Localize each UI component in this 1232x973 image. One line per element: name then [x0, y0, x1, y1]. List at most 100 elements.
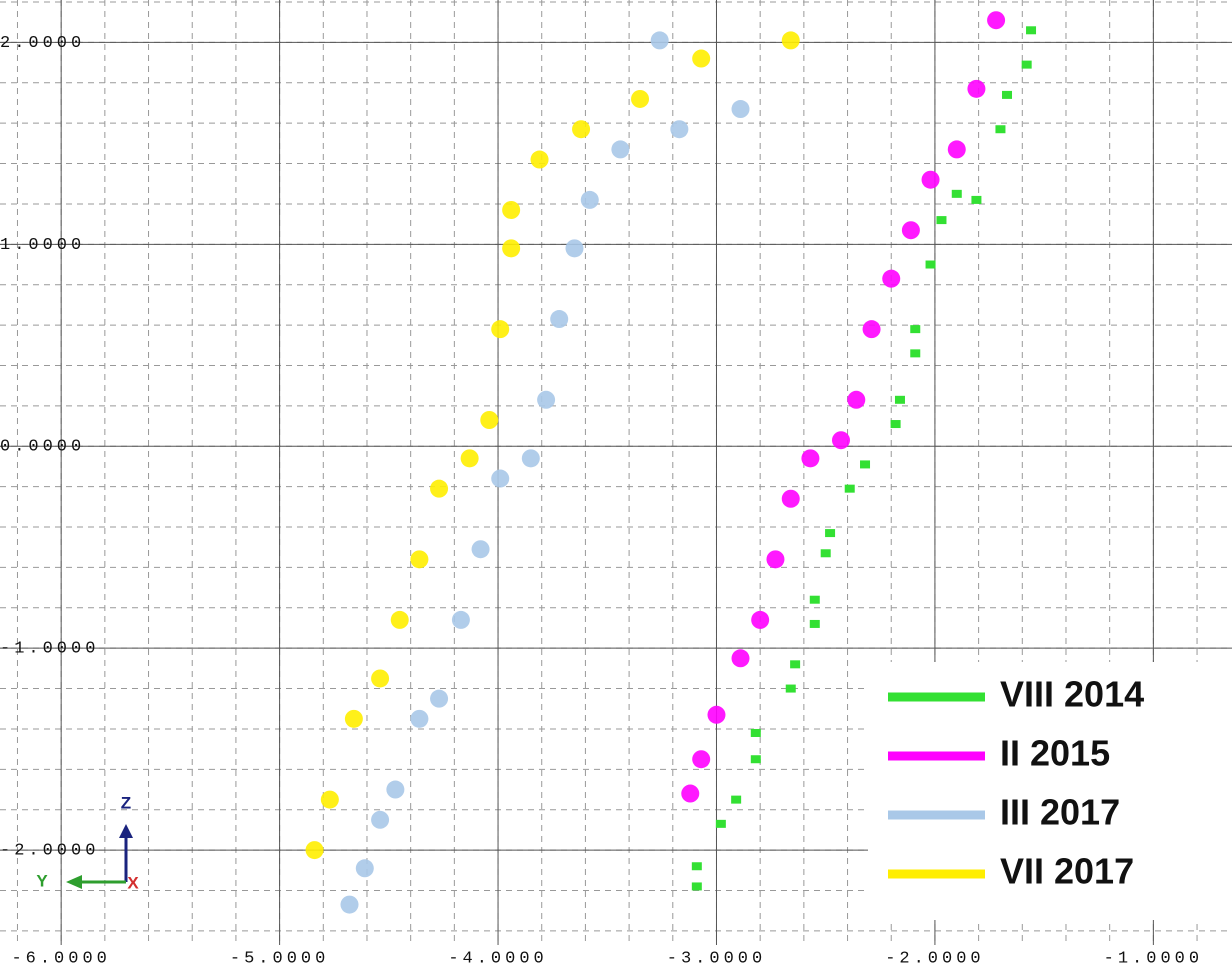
data-point: [691, 862, 702, 871]
triad-label: Y: [36, 871, 48, 890]
data-point: [430, 689, 449, 708]
data-point: [936, 216, 947, 225]
data-point: [825, 529, 836, 538]
data-point: [995, 125, 1006, 134]
data-point: [971, 195, 982, 204]
data-point: [502, 201, 521, 219]
y-tick-label: 1.0000: [0, 236, 85, 255]
points: [305, 11, 1037, 914]
data-point: [921, 170, 940, 189]
data-point: [750, 755, 761, 764]
data-point: [430, 479, 449, 498]
data-point: [781, 489, 800, 508]
data-point: [670, 120, 689, 139]
data-point: [572, 120, 591, 139]
data-point: [751, 610, 770, 629]
data-point: [305, 841, 324, 860]
data-point: [862, 320, 881, 339]
data-point: [781, 31, 800, 50]
legend-label: III 2017: [1000, 792, 1120, 833]
x-tick-label: -1.0000: [1104, 949, 1203, 968]
data-point: [809, 619, 820, 628]
axis-triad: Z Y X: [36, 793, 139, 892]
data-point: [731, 100, 750, 119]
data-point: [890, 420, 901, 429]
data-point: [766, 550, 785, 569]
y-tick-label: 0.0000: [0, 438, 85, 457]
data-point: [491, 469, 510, 488]
x-tick-label: -6.0000: [11, 949, 110, 968]
data-point: [947, 140, 966, 159]
data-point: [844, 484, 855, 493]
data-point: [1021, 60, 1032, 69]
data-point: [987, 11, 1006, 30]
data-point: [502, 239, 521, 258]
data-point: [371, 669, 390, 688]
data-point: [521, 449, 540, 468]
legend-label: VII 2017: [1000, 851, 1134, 892]
data-point: [537, 390, 556, 409]
data-point: [692, 750, 711, 769]
y-tick-label: -2.0000: [0, 842, 99, 861]
y-tick-label: -1.0000: [0, 640, 99, 659]
data-point: [681, 784, 700, 803]
data-point: [790, 660, 801, 669]
data-point: [565, 239, 584, 258]
triad-y-head: [66, 875, 82, 889]
data-point: [801, 449, 820, 468]
labels: -6.0000 -5.0000 -4.0000 -3.0000 -2.0000 -1.00…: [0, 34, 1203, 969]
data-point: [1026, 26, 1037, 35]
data-point: [611, 140, 630, 159]
data-point: [860, 460, 871, 469]
data-point: [692, 49, 711, 68]
data-point: [371, 810, 390, 829]
triad-label: Z: [121, 793, 131, 812]
data-point: [471, 540, 490, 559]
data-point: [550, 310, 569, 329]
data-point: [344, 709, 363, 728]
data-point: [580, 190, 599, 209]
x-tick-label: -3.0000: [667, 949, 766, 968]
data-point: [925, 260, 936, 269]
data-point: [847, 390, 866, 409]
data-point: [731, 649, 750, 668]
data-point: [951, 189, 962, 198]
data-point: [731, 795, 742, 804]
data-point: [967, 79, 986, 98]
data-point: [355, 859, 374, 878]
legend-label: II 2015: [1000, 733, 1110, 774]
data-point: [691, 882, 702, 891]
triad-label: X: [127, 873, 139, 892]
data-point: [809, 595, 820, 604]
data-point: [390, 610, 409, 629]
legend-label: VIII 2014: [1000, 674, 1144, 715]
x-tick-label: -5.0000: [230, 949, 329, 968]
triad-z-head: [119, 824, 133, 838]
data-point: [631, 89, 650, 108]
data-point: [715, 819, 726, 828]
data-point: [785, 684, 796, 693]
data-point: [707, 705, 726, 724]
data-point: [831, 431, 850, 450]
x-tick-label: -4.0000: [448, 949, 547, 968]
data-point: [910, 325, 921, 334]
data-point: [451, 610, 470, 629]
data-point: [650, 31, 669, 50]
data-point: [410, 550, 429, 569]
data-point: [530, 150, 549, 169]
data-point: [901, 221, 920, 240]
legend: VIII 2014 II 2015 III 2017 VII 2017: [868, 662, 1232, 920]
data-point: [820, 549, 831, 558]
data-point: [910, 349, 921, 358]
data-point: [410, 709, 429, 728]
data-point: [480, 411, 499, 429]
data-point: [1002, 90, 1013, 99]
data-point: [320, 790, 339, 809]
y-tick-label: 2.0000: [0, 34, 85, 53]
x-tick-label: -2.0000: [885, 949, 984, 968]
data-point: [491, 320, 510, 339]
data-point: [750, 728, 761, 737]
data-point: [460, 449, 479, 468]
data-point: [882, 269, 901, 288]
